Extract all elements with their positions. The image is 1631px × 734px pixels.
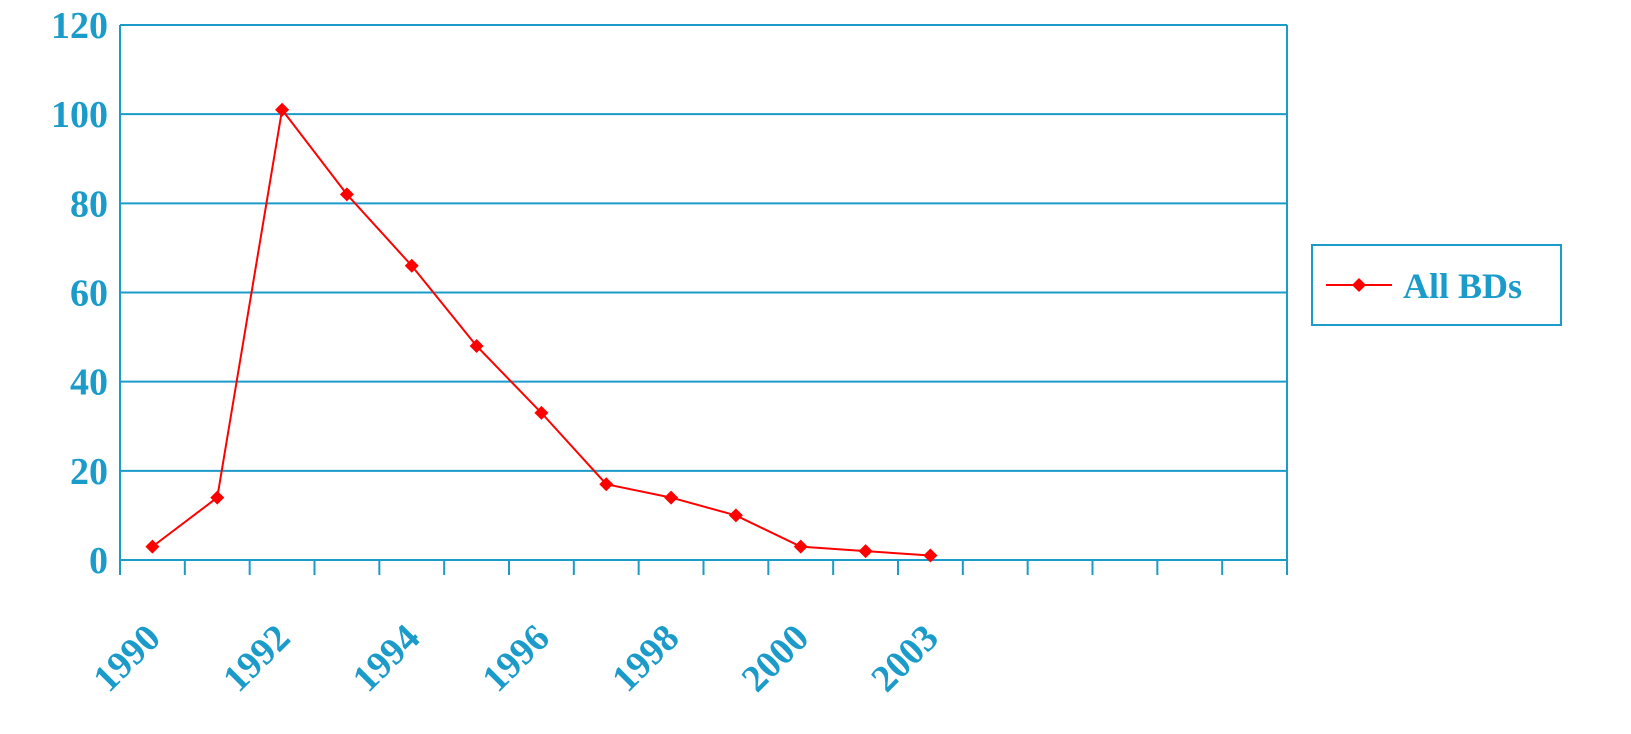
x-tick-label-1998: 1998 xyxy=(604,617,687,700)
x-tick-label-1994: 1994 xyxy=(345,617,428,700)
y-axis: 0 20 40 60 80 100 120 xyxy=(51,5,121,582)
x-tick-label-2003: 2003 xyxy=(863,617,946,700)
data-point-2 xyxy=(275,102,290,117)
x-tick-label-1996: 1996 xyxy=(474,617,557,700)
y-tick-label-4: 80 xyxy=(70,183,108,225)
gridlines xyxy=(120,24,1287,472)
y-tick-label-3: 60 xyxy=(70,273,108,315)
data-point-0 xyxy=(145,539,160,554)
data-point-4 xyxy=(404,258,419,273)
y-tick-label-6: 120 xyxy=(51,5,108,47)
series-line xyxy=(151,107,931,557)
data-point-8 xyxy=(664,490,679,505)
series-all-bds xyxy=(145,102,938,563)
x-tick-label-1990: 1990 xyxy=(85,617,168,700)
data-point-3 xyxy=(339,187,354,202)
y-tick-label-1: 20 xyxy=(70,451,108,493)
data-point-7 xyxy=(599,477,614,492)
x-tick-label-2000: 2000 xyxy=(734,617,817,700)
legend-marker-diamond xyxy=(1352,278,1366,292)
data-point-1 xyxy=(210,490,225,505)
x-tick-label-1992: 1992 xyxy=(215,617,298,700)
data-point-11 xyxy=(858,544,873,559)
data-point-10 xyxy=(793,539,808,554)
data-point-12 xyxy=(923,548,938,563)
legend-label: All BDs xyxy=(1403,266,1522,306)
data-point-6 xyxy=(534,405,549,420)
y-tick-label-5: 100 xyxy=(51,94,108,136)
data-point-5 xyxy=(469,339,484,353)
legend: All BDs xyxy=(1311,244,1562,326)
x-axis: 1990 1992 1994 1996 1998 2000 2003 xyxy=(85,559,1288,700)
y-tick-label-2: 40 xyxy=(70,362,108,404)
y-tick-label-0: 0 xyxy=(89,540,108,582)
data-point-9 xyxy=(728,508,743,523)
